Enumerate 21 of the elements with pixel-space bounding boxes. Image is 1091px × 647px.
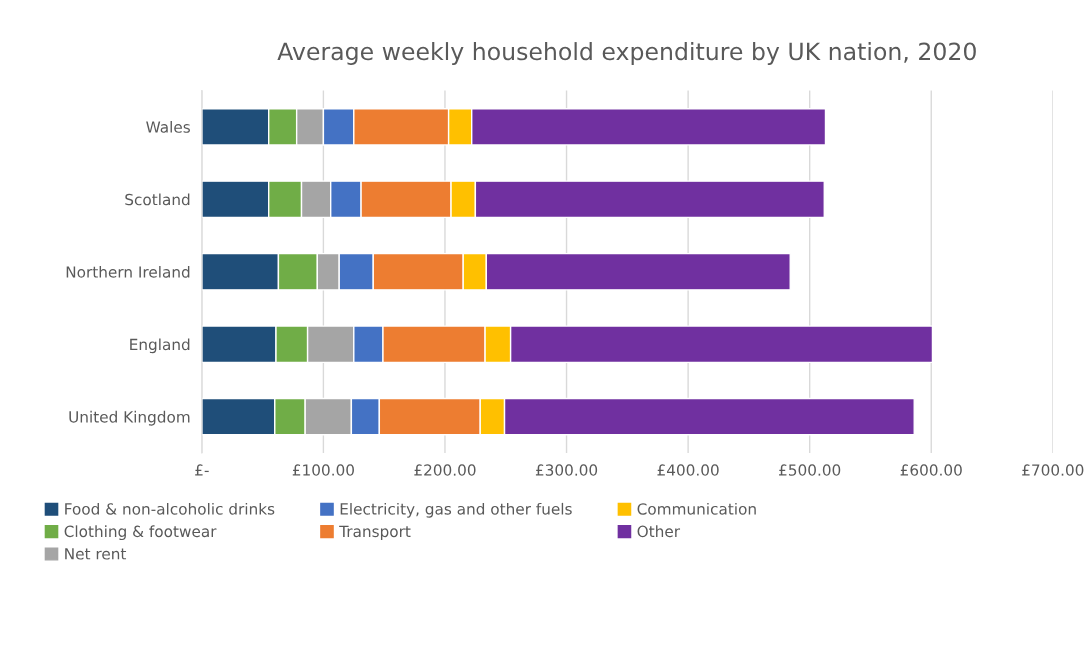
x-tick-label: £300.00 (535, 464, 598, 476)
legend-label: Electricity, gas and other fuels (340, 502, 572, 518)
y-tick-label: United Kingdom (69, 410, 190, 426)
x-tick-label: £500.00 (779, 464, 841, 476)
x-tick-label: £400.00 (657, 464, 719, 476)
x-tick-label: £100.00 (292, 464, 354, 476)
x-tick-label: £- (195, 464, 209, 476)
chart-title: Average weekly household expenditure by UK nation, 2020 (277, 42, 976, 65)
x-tick-label: £600.00 (900, 464, 962, 476)
legend-label: Other (637, 525, 681, 538)
y-tick-label: Scotland (125, 193, 190, 206)
legend-label: Net rent (65, 548, 127, 560)
legend-label: Clothing & footwear (64, 525, 217, 541)
legend-label: Food & non-alcoholic drinks (65, 502, 275, 515)
x-tick-label: £200.00 (414, 464, 476, 476)
y-tick-label: Northern Ireland (66, 265, 190, 278)
legend-label: Transport (339, 525, 411, 541)
y-tick-label: England (130, 338, 190, 354)
x-tick-label: £700.00 (1022, 464, 1084, 476)
y-tick-label: Wales (146, 121, 190, 133)
legend-label: Communication (637, 502, 756, 515)
